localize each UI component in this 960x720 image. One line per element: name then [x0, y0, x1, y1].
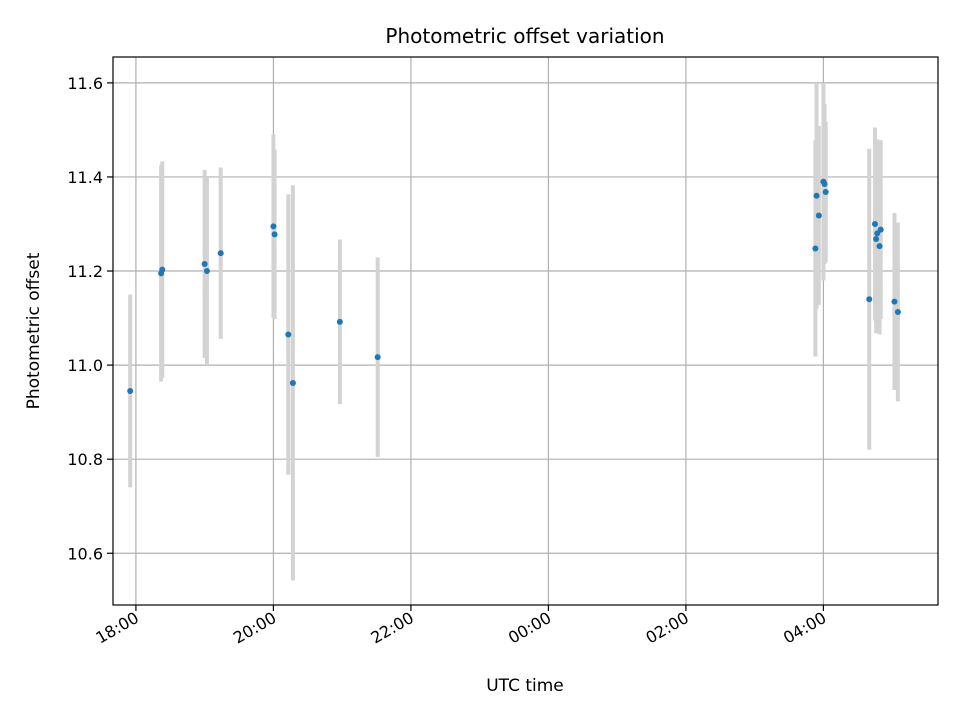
y-tick-label: 10.8: [67, 450, 103, 469]
data-point: [127, 387, 134, 394]
data-point: [271, 231, 278, 238]
data-point: [285, 331, 292, 338]
data-point: [891, 298, 898, 305]
y-axis-label: Photometric offset: [24, 252, 44, 409]
data-point: [815, 212, 822, 219]
x-axis-label: UTC time: [486, 676, 564, 696]
plot-frame: [112, 56, 939, 606]
y-tick-label: 10.6: [67, 544, 103, 563]
data-point: [877, 226, 884, 233]
data-point: [894, 308, 901, 315]
data-point: [201, 260, 208, 267]
data-point: [289, 379, 296, 386]
chart-title: Photometric offset variation: [385, 24, 664, 48]
y-tick-label: 11.0: [67, 356, 103, 375]
y-axis: 10.6 10.8 11.0 11.2 11.4 11.6: [67, 74, 113, 563]
data-point: [821, 181, 828, 188]
data-point: [822, 189, 829, 196]
data-point: [203, 268, 210, 275]
y-tick-label: 11.2: [67, 262, 103, 281]
data-point: [876, 243, 883, 250]
data-point: [217, 250, 224, 257]
data-point: [873, 236, 880, 243]
data-point: [374, 354, 381, 361]
grid: [113, 57, 938, 605]
data-point: [813, 192, 820, 199]
data-point: [336, 318, 343, 325]
data-points: [127, 178, 901, 394]
data-point: [871, 220, 878, 227]
y-tick-label: 11.4: [67, 168, 103, 187]
data-point: [270, 223, 277, 230]
data-point: [866, 296, 873, 303]
data-point: [812, 245, 819, 252]
y-tick-label: 11.6: [67, 74, 103, 93]
data-point: [159, 266, 166, 273]
